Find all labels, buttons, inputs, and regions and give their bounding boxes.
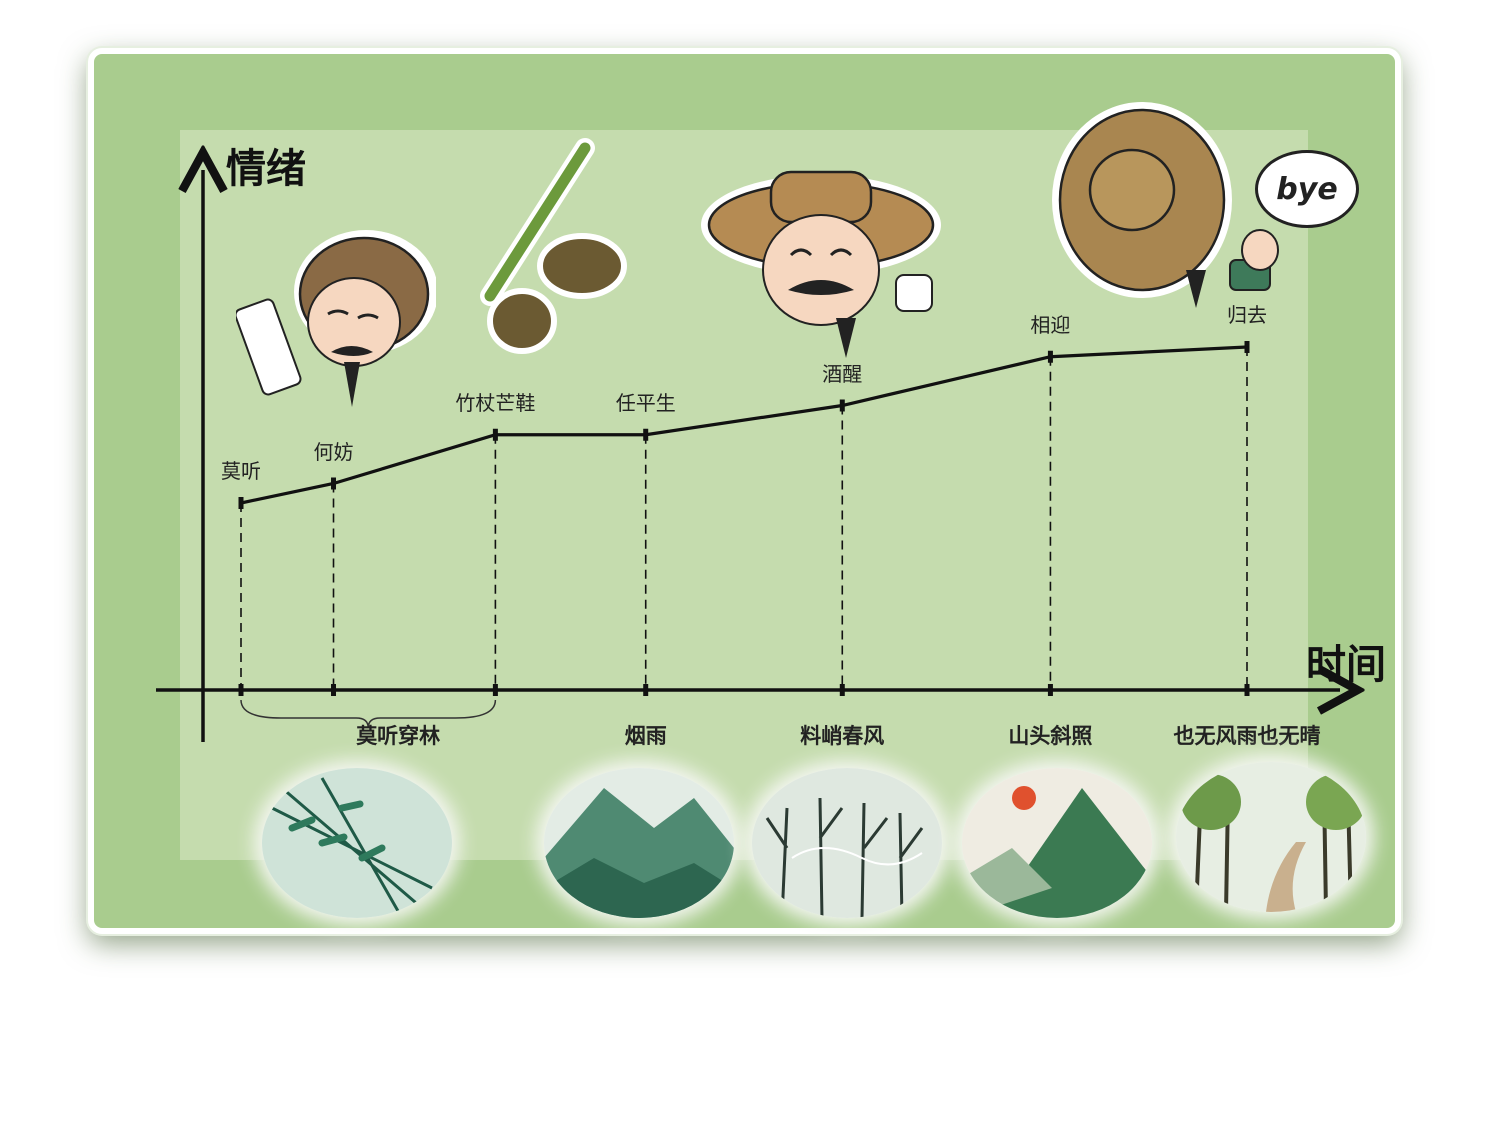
tree-lined-path-scene bbox=[1176, 762, 1366, 912]
x-tick-1 bbox=[331, 684, 337, 696]
bye-speech-bubble: bye bbox=[1255, 150, 1359, 228]
point-label: 归去 bbox=[1227, 303, 1267, 327]
x-tick-0 bbox=[238, 684, 244, 696]
point-label: 相迎 bbox=[1030, 312, 1071, 337]
bare-trees-wind-scene bbox=[752, 768, 942, 918]
data-point-0 bbox=[238, 497, 244, 509]
data-point-5 bbox=[1047, 350, 1053, 363]
x-span-brace bbox=[240, 699, 497, 729]
y-axis-title: 情绪 bbox=[226, 146, 306, 192]
x-axis-title: 时间 bbox=[1306, 642, 1386, 688]
scholar-waving-bye-icon bbox=[1052, 102, 1279, 308]
data-point-4 bbox=[839, 399, 845, 412]
sunset-mountain-scene bbox=[962, 768, 1152, 918]
point-label: 竹杖芒鞋 bbox=[455, 390, 536, 415]
point-label: 莫听 bbox=[221, 459, 261, 483]
data-point-2 bbox=[492, 428, 498, 441]
bamboo-rain-scene bbox=[262, 768, 452, 918]
x-tick-6 bbox=[1244, 684, 1250, 696]
x-tick-label: 烟雨 bbox=[624, 723, 667, 748]
misty-mountain-scene bbox=[544, 768, 734, 918]
data-point-3 bbox=[643, 428, 649, 441]
x-tick-label: 料峭春风 bbox=[800, 723, 885, 748]
x-tick-2 bbox=[492, 684, 498, 696]
point-label: 任平生 bbox=[615, 390, 676, 415]
x-tick-4 bbox=[839, 684, 845, 696]
scholar-laughing-icon bbox=[701, 170, 941, 358]
scholar-reading-icon bbox=[236, 230, 436, 407]
bamboo-staff-and-straw-sandals-icon bbox=[480, 138, 627, 354]
x-tick-3 bbox=[643, 684, 649, 696]
point-label: 酒醒 bbox=[822, 361, 863, 386]
x-tick-label: 山头斜照 bbox=[1008, 723, 1093, 748]
x-tick-label: 也无风雨也无晴 bbox=[1173, 723, 1321, 748]
x-tick-label: 莫听穿林 bbox=[356, 723, 441, 748]
data-point-6 bbox=[1244, 341, 1250, 353]
point-label: 何妨 bbox=[313, 439, 354, 464]
data-point-1 bbox=[331, 477, 337, 490]
x-tick-5 bbox=[1047, 684, 1053, 696]
